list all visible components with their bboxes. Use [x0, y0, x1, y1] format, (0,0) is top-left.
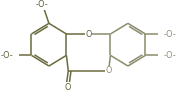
Text: O: O [85, 30, 92, 39]
Text: O: O [64, 83, 70, 92]
Text: -O-: -O- [164, 51, 176, 60]
Text: -O-: -O- [0, 51, 13, 60]
Text: -O-: -O- [35, 0, 48, 9]
Text: O: O [105, 66, 112, 75]
Text: -O-: -O- [164, 30, 176, 39]
